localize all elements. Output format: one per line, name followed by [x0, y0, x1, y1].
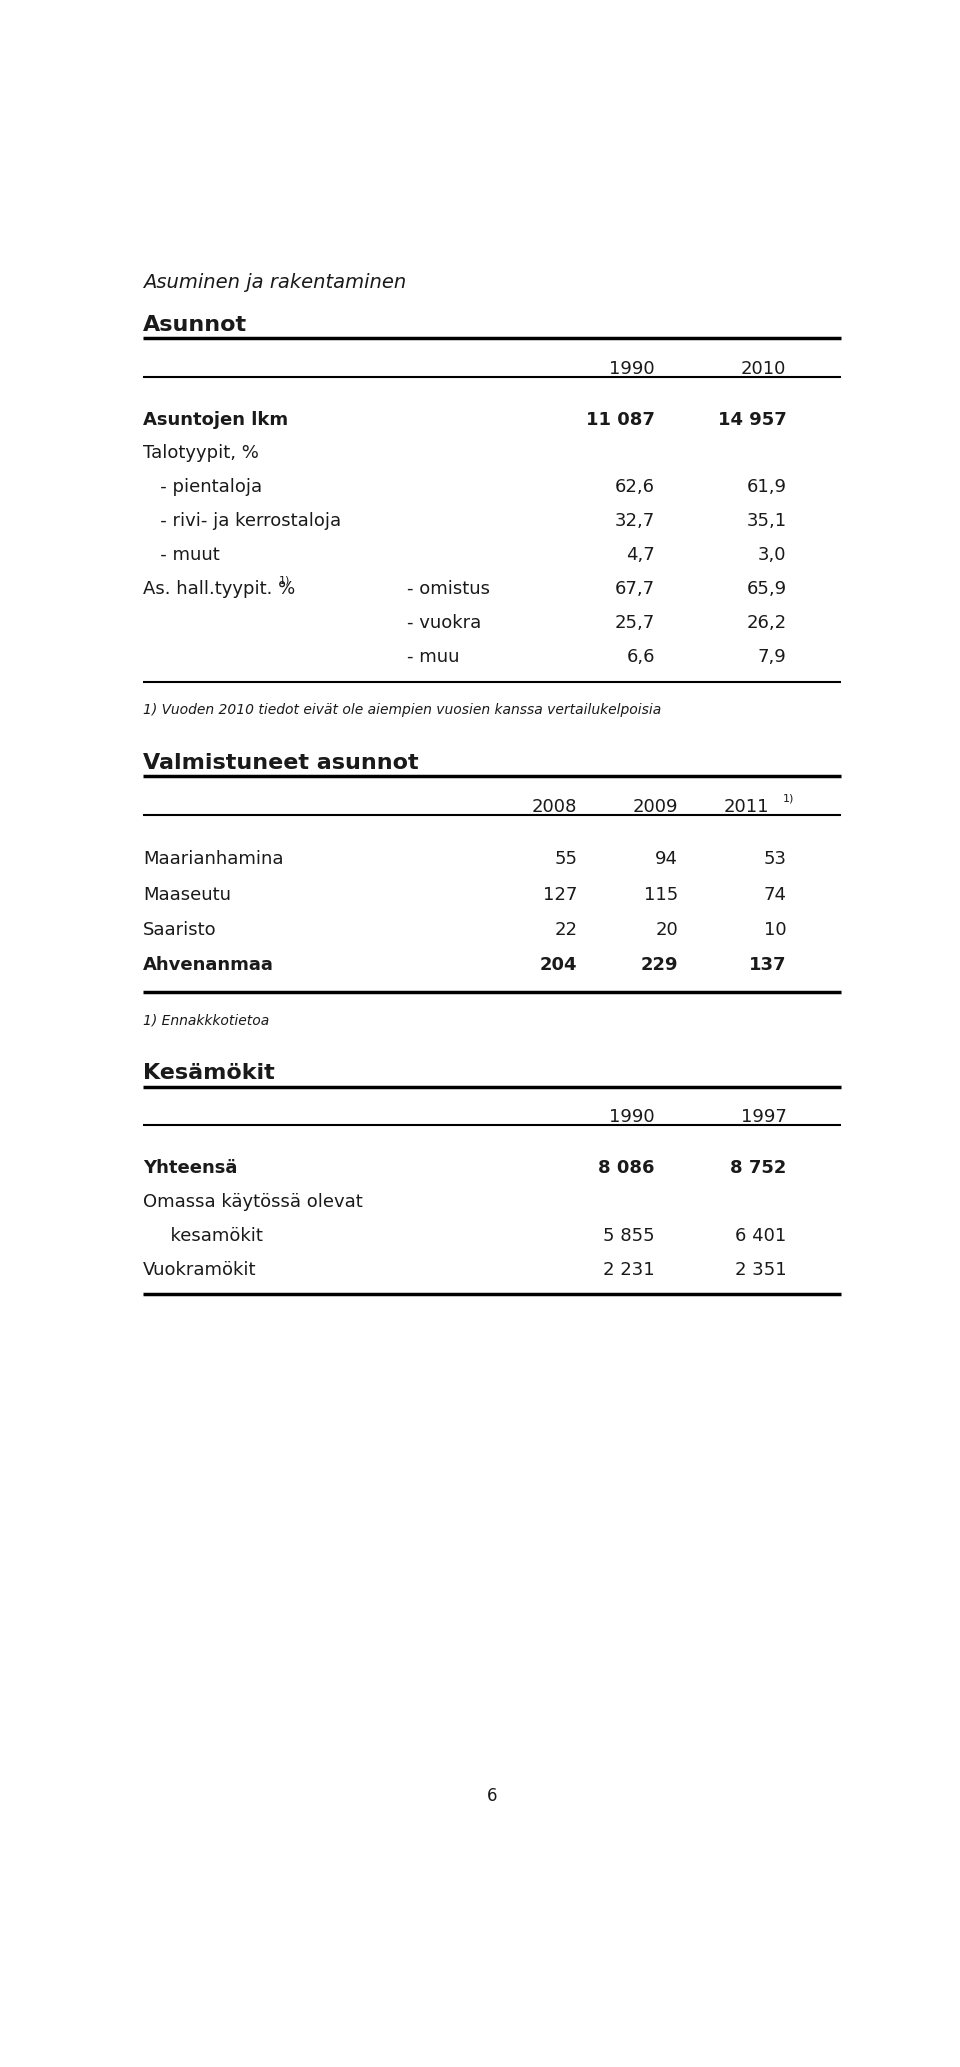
Text: - vuokra: - vuokra: [407, 614, 481, 633]
Text: 22: 22: [554, 922, 577, 938]
Text: - muut: - muut: [143, 546, 220, 564]
Text: 229: 229: [640, 957, 678, 974]
Text: 2011: 2011: [724, 798, 770, 816]
Text: 67,7: 67,7: [614, 581, 655, 597]
Text: 115: 115: [644, 885, 678, 903]
Text: - rivi- ja kerrostaloja: - rivi- ja kerrostaloja: [143, 513, 342, 529]
Text: 2 351: 2 351: [734, 1261, 786, 1279]
Text: 10: 10: [764, 922, 786, 938]
Text: 53: 53: [763, 850, 786, 868]
Text: 1) Vuoden 2010 tiedot eivät ole aiempien vuosien kanssa vertailukelpoisia: 1) Vuoden 2010 tiedot eivät ole aiempien…: [143, 703, 661, 717]
Text: - omistus: - omistus: [407, 581, 490, 597]
Text: 1990: 1990: [610, 360, 655, 378]
Text: Yhteensä: Yhteensä: [143, 1160, 238, 1176]
Text: - pientaloja: - pientaloja: [143, 477, 262, 496]
Text: Talotyypit, %: Talotyypit, %: [143, 444, 259, 463]
Text: 204: 204: [540, 957, 577, 974]
Text: 4,7: 4,7: [626, 546, 655, 564]
Text: 11 087: 11 087: [586, 411, 655, 428]
Text: 6,6: 6,6: [626, 647, 655, 666]
Text: 94: 94: [655, 850, 678, 868]
Text: 1997: 1997: [740, 1108, 786, 1127]
Text: 2010: 2010: [741, 360, 786, 378]
Text: 6 401: 6 401: [735, 1226, 786, 1244]
Text: 20: 20: [656, 922, 678, 938]
Text: Ahvenanmaa: Ahvenanmaa: [143, 957, 275, 974]
Text: Valmistuneet asunnot: Valmistuneet asunnot: [143, 752, 419, 773]
Text: 8 086: 8 086: [598, 1160, 655, 1176]
Text: 137: 137: [749, 957, 786, 974]
Text: 32,7: 32,7: [614, 513, 655, 529]
Text: Asuntojen lkm: Asuntojen lkm: [143, 411, 288, 428]
Text: Asuminen ja rakentaminen: Asuminen ja rakentaminen: [143, 273, 406, 291]
Text: 35,1: 35,1: [746, 513, 786, 529]
Text: 2 231: 2 231: [603, 1261, 655, 1279]
Text: Omassa käytössä olevat: Omassa käytössä olevat: [143, 1193, 363, 1211]
Text: As. hall.tyypit. %: As. hall.tyypit. %: [143, 581, 296, 597]
Text: Vuokramökit: Vuokramökit: [143, 1261, 256, 1279]
Text: 74: 74: [763, 885, 786, 903]
Text: 3,0: 3,0: [758, 546, 786, 564]
Text: 2009: 2009: [633, 798, 678, 816]
Text: 65,9: 65,9: [746, 581, 786, 597]
Text: 1990: 1990: [610, 1108, 655, 1127]
Text: 62,6: 62,6: [614, 477, 655, 496]
Text: 127: 127: [542, 885, 577, 903]
Text: 2008: 2008: [532, 798, 577, 816]
Text: 5 855: 5 855: [603, 1226, 655, 1244]
Text: kesamökit: kesamökit: [158, 1226, 263, 1244]
Text: 7,9: 7,9: [757, 647, 786, 666]
Text: Kesämökit: Kesämökit: [143, 1062, 275, 1083]
Text: 26,2: 26,2: [746, 614, 786, 633]
Text: Asunnot: Asunnot: [143, 314, 248, 335]
Text: Saaristo: Saaristo: [143, 922, 217, 938]
Text: 1): 1): [782, 794, 794, 804]
Text: 55: 55: [554, 850, 577, 868]
Text: 14 957: 14 957: [718, 411, 786, 428]
Text: 25,7: 25,7: [614, 614, 655, 633]
Text: 8 752: 8 752: [731, 1160, 786, 1176]
Text: 6: 6: [487, 1788, 497, 1804]
Text: Maaseutu: Maaseutu: [143, 885, 231, 903]
Text: - muu: - muu: [407, 647, 459, 666]
Text: 1): 1): [278, 575, 290, 585]
Text: 61,9: 61,9: [747, 477, 786, 496]
Text: Maarianhamina: Maarianhamina: [143, 850, 284, 868]
Text: 1) Ennakkkotietoa: 1) Ennakkkotietoa: [143, 1013, 270, 1027]
